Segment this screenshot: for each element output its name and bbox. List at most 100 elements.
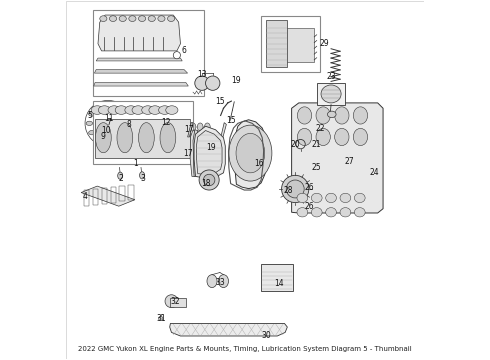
Ellipse shape — [148, 16, 155, 22]
Text: 22: 22 — [316, 123, 325, 132]
Text: 8: 8 — [126, 120, 131, 129]
Text: 10: 10 — [101, 126, 111, 135]
Ellipse shape — [311, 208, 322, 217]
Ellipse shape — [154, 123, 160, 131]
Text: 6: 6 — [182, 46, 187, 55]
Ellipse shape — [114, 105, 121, 109]
Ellipse shape — [327, 111, 336, 118]
Ellipse shape — [353, 107, 368, 124]
Ellipse shape — [147, 123, 153, 131]
Ellipse shape — [197, 123, 203, 131]
Text: 31: 31 — [156, 314, 166, 323]
Polygon shape — [196, 131, 222, 175]
Text: 19: 19 — [206, 143, 216, 152]
Ellipse shape — [105, 103, 111, 107]
Text: 19: 19 — [231, 76, 241, 85]
Ellipse shape — [297, 129, 312, 145]
Ellipse shape — [161, 123, 167, 131]
Text: 1: 1 — [133, 159, 138, 168]
Ellipse shape — [207, 275, 217, 288]
Ellipse shape — [168, 16, 175, 22]
Text: 20: 20 — [291, 140, 300, 149]
Ellipse shape — [335, 107, 349, 124]
Ellipse shape — [335, 129, 349, 145]
Ellipse shape — [166, 106, 178, 114]
Ellipse shape — [89, 131, 95, 135]
Ellipse shape — [132, 106, 144, 114]
Ellipse shape — [297, 193, 308, 203]
Text: 15: 15 — [215, 96, 225, 105]
Text: 5: 5 — [88, 111, 93, 120]
Ellipse shape — [354, 193, 365, 203]
Ellipse shape — [98, 106, 111, 114]
Text: 26: 26 — [305, 183, 315, 192]
Polygon shape — [220, 123, 226, 140]
Ellipse shape — [95, 110, 122, 136]
Bar — [261, 264, 294, 291]
Ellipse shape — [354, 208, 365, 217]
Ellipse shape — [326, 193, 337, 203]
Text: 17: 17 — [185, 125, 194, 134]
Polygon shape — [193, 130, 197, 176]
Ellipse shape — [165, 295, 178, 308]
Ellipse shape — [108, 106, 120, 114]
Bar — [287, 28, 314, 62]
Ellipse shape — [236, 134, 265, 173]
Polygon shape — [188, 123, 193, 137]
Ellipse shape — [316, 129, 330, 145]
Ellipse shape — [311, 193, 322, 203]
Ellipse shape — [160, 123, 176, 153]
Polygon shape — [234, 120, 267, 189]
Text: 27: 27 — [344, 157, 354, 166]
Ellipse shape — [326, 208, 337, 217]
Polygon shape — [292, 103, 383, 213]
Ellipse shape — [169, 123, 174, 131]
Ellipse shape — [176, 123, 181, 131]
Ellipse shape — [121, 131, 127, 135]
Ellipse shape — [91, 106, 103, 114]
Ellipse shape — [282, 175, 309, 203]
Ellipse shape — [118, 172, 122, 179]
Ellipse shape — [121, 112, 127, 116]
Ellipse shape — [173, 51, 180, 59]
Ellipse shape — [219, 275, 228, 288]
Ellipse shape — [190, 123, 196, 131]
Ellipse shape — [140, 172, 145, 179]
Polygon shape — [194, 126, 225, 178]
Ellipse shape — [100, 16, 107, 22]
Text: 28: 28 — [283, 185, 293, 194]
Ellipse shape — [133, 123, 139, 131]
Ellipse shape — [105, 121, 111, 126]
Text: 14: 14 — [274, 279, 284, 288]
Text: 2: 2 — [119, 174, 123, 183]
Text: 2022 GMC Yukon XL Engine Parts & Mounts, Timing, Lubrication System Diagram 5 - : 2022 GMC Yukon XL Engine Parts & Mounts,… — [78, 346, 412, 352]
Ellipse shape — [125, 106, 137, 114]
Ellipse shape — [109, 16, 117, 22]
Ellipse shape — [340, 193, 351, 203]
Polygon shape — [96, 58, 182, 61]
Ellipse shape — [297, 208, 308, 217]
Text: 3: 3 — [140, 174, 145, 183]
Polygon shape — [95, 69, 188, 73]
Polygon shape — [81, 186, 135, 206]
Ellipse shape — [142, 106, 154, 114]
Ellipse shape — [119, 16, 126, 22]
Ellipse shape — [203, 174, 215, 186]
Bar — [266, 21, 287, 67]
Ellipse shape — [117, 123, 133, 153]
Bar — [317, 83, 345, 105]
Ellipse shape — [96, 137, 102, 141]
Text: 33: 33 — [215, 278, 225, 287]
Text: 9: 9 — [100, 132, 105, 141]
Text: 16: 16 — [254, 159, 264, 168]
Ellipse shape — [229, 125, 272, 181]
Ellipse shape — [115, 106, 127, 114]
Text: 25: 25 — [312, 163, 321, 172]
Ellipse shape — [159, 316, 163, 320]
Text: 15: 15 — [226, 116, 236, 125]
Ellipse shape — [321, 85, 341, 103]
Ellipse shape — [139, 16, 146, 22]
Ellipse shape — [340, 208, 351, 217]
Text: 18: 18 — [201, 179, 210, 188]
Ellipse shape — [96, 123, 111, 153]
